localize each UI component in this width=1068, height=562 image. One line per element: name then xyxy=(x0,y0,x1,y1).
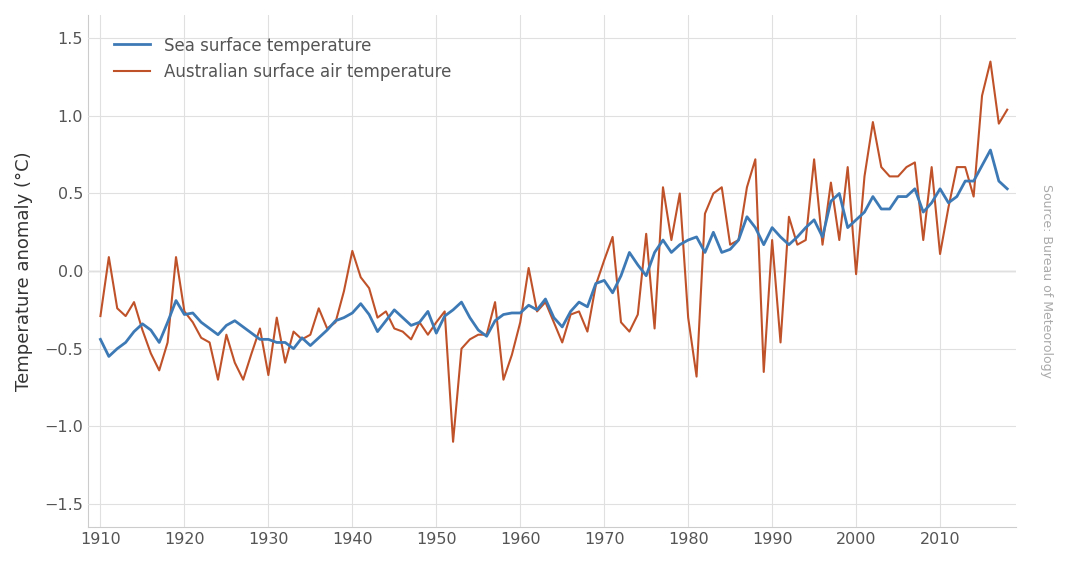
Australian surface air temperature xyxy=(1001,106,1014,113)
Y-axis label: Temperature anomaly (°C): Temperature anomaly (°C) xyxy=(15,151,33,391)
Australian surface air temperature xyxy=(94,312,107,319)
Australian surface air temperature xyxy=(446,438,459,445)
Australian surface air temperature xyxy=(598,257,611,264)
Sea surface temperature xyxy=(984,147,996,153)
Australian surface air temperature xyxy=(346,247,359,254)
Sea surface temperature xyxy=(405,322,418,329)
Australian surface air temperature xyxy=(396,328,409,335)
Australian surface air temperature xyxy=(590,282,602,288)
Sea surface temperature xyxy=(355,300,367,307)
Legend: Sea surface temperature, Australian surface air temperature: Sea surface temperature, Australian surf… xyxy=(106,29,459,89)
Sea surface temperature xyxy=(170,297,183,304)
Sea surface temperature xyxy=(1001,185,1014,192)
Sea surface temperature xyxy=(598,277,611,284)
Australian surface air temperature xyxy=(698,210,711,217)
Text: Source: Bureau of Meteorology: Source: Bureau of Meteorology xyxy=(1040,184,1053,378)
Sea surface temperature xyxy=(590,280,602,287)
Line: Australian surface air temperature: Australian surface air temperature xyxy=(100,62,1007,442)
Sea surface temperature xyxy=(698,249,711,256)
Sea surface temperature xyxy=(103,353,115,360)
Sea surface temperature xyxy=(94,336,107,343)
Line: Sea surface temperature: Sea surface temperature xyxy=(100,150,1007,356)
Australian surface air temperature xyxy=(161,339,174,346)
Australian surface air temperature xyxy=(984,58,996,65)
